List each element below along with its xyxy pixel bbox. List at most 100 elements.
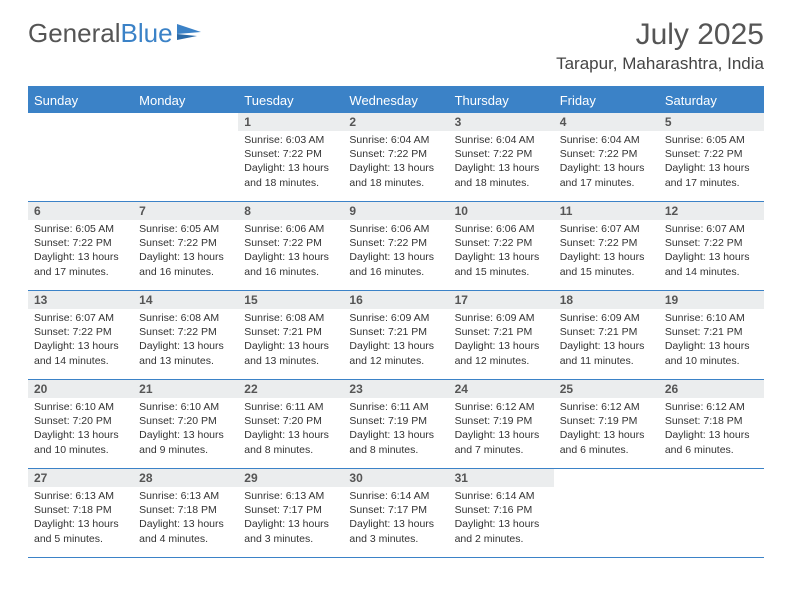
day-info: Sunrise: 6:07 AMSunset: 7:22 PMDaylight:… xyxy=(659,220,764,283)
sunrise: Sunrise: 6:10 AM xyxy=(665,311,758,325)
calendar: Sunday Monday Tuesday Wednesday Thursday… xyxy=(28,86,764,558)
week-row: 6Sunrise: 6:05 AMSunset: 7:22 PMDaylight… xyxy=(28,202,764,291)
sunset: Sunset: 7:21 PM xyxy=(349,325,442,339)
day-number: 19 xyxy=(659,291,764,309)
day-number xyxy=(659,469,764,487)
daylight: Daylight: 13 hours and 17 minutes. xyxy=(34,250,127,278)
daylight: Daylight: 13 hours and 8 minutes. xyxy=(244,428,337,456)
logo-text-2: Blue xyxy=(121,18,173,49)
day-info: Sunrise: 6:13 AMSunset: 7:17 PMDaylight:… xyxy=(238,487,343,550)
daylight: Daylight: 13 hours and 16 minutes. xyxy=(139,250,232,278)
daylight: Daylight: 13 hours and 7 minutes. xyxy=(455,428,548,456)
day-cell: 12Sunrise: 6:07 AMSunset: 7:22 PMDayligh… xyxy=(659,202,764,290)
day-number: 9 xyxy=(343,202,448,220)
day-info: Sunrise: 6:10 AMSunset: 7:21 PMDaylight:… xyxy=(659,309,764,372)
daylight: Daylight: 13 hours and 5 minutes. xyxy=(34,517,127,545)
day-cell: 1Sunrise: 6:03 AMSunset: 7:22 PMDaylight… xyxy=(238,113,343,201)
sunrise: Sunrise: 6:10 AM xyxy=(34,400,127,414)
daylight: Daylight: 13 hours and 13 minutes. xyxy=(139,339,232,367)
day-number: 23 xyxy=(343,380,448,398)
daylight: Daylight: 13 hours and 17 minutes. xyxy=(665,161,758,189)
day-number: 31 xyxy=(449,469,554,487)
daylight: Daylight: 13 hours and 9 minutes. xyxy=(139,428,232,456)
daylight: Daylight: 13 hours and 10 minutes. xyxy=(34,428,127,456)
dayname-tuesday: Tuesday xyxy=(238,88,343,113)
sunrise: Sunrise: 6:07 AM xyxy=(34,311,127,325)
day-info: Sunrise: 6:06 AMSunset: 7:22 PMDaylight:… xyxy=(449,220,554,283)
logo-text-1: General xyxy=(28,18,121,49)
day-cell: 9Sunrise: 6:06 AMSunset: 7:22 PMDaylight… xyxy=(343,202,448,290)
day-cell xyxy=(659,469,764,557)
day-number: 2 xyxy=(343,113,448,131)
sunset: Sunset: 7:22 PM xyxy=(665,147,758,161)
day-cell: 4Sunrise: 6:04 AMSunset: 7:22 PMDaylight… xyxy=(554,113,659,201)
daylight: Daylight: 13 hours and 11 minutes. xyxy=(560,339,653,367)
sunset: Sunset: 7:22 PM xyxy=(455,236,548,250)
day-cell: 25Sunrise: 6:12 AMSunset: 7:19 PMDayligh… xyxy=(554,380,659,468)
daylight: Daylight: 13 hours and 6 minutes. xyxy=(665,428,758,456)
daylight: Daylight: 13 hours and 15 minutes. xyxy=(455,250,548,278)
day-cell: 28Sunrise: 6:13 AMSunset: 7:18 PMDayligh… xyxy=(133,469,238,557)
day-number: 30 xyxy=(343,469,448,487)
sunset: Sunset: 7:22 PM xyxy=(665,236,758,250)
day-info: Sunrise: 6:12 AMSunset: 7:18 PMDaylight:… xyxy=(659,398,764,461)
sunrise: Sunrise: 6:12 AM xyxy=(665,400,758,414)
dayname-monday: Monday xyxy=(133,88,238,113)
sunrise: Sunrise: 6:14 AM xyxy=(455,489,548,503)
sunset: Sunset: 7:19 PM xyxy=(349,414,442,428)
day-info: Sunrise: 6:05 AMSunset: 7:22 PMDaylight:… xyxy=(28,220,133,283)
daylight: Daylight: 13 hours and 10 minutes. xyxy=(665,339,758,367)
day-info: Sunrise: 6:04 AMSunset: 7:22 PMDaylight:… xyxy=(554,131,659,194)
day-number: 10 xyxy=(449,202,554,220)
sunrise: Sunrise: 6:07 AM xyxy=(665,222,758,236)
day-headers: Sunday Monday Tuesday Wednesday Thursday… xyxy=(28,88,764,113)
day-info: Sunrise: 6:14 AMSunset: 7:17 PMDaylight:… xyxy=(343,487,448,550)
day-info: Sunrise: 6:06 AMSunset: 7:22 PMDaylight:… xyxy=(238,220,343,283)
daylight: Daylight: 13 hours and 15 minutes. xyxy=(560,250,653,278)
day-info: Sunrise: 6:09 AMSunset: 7:21 PMDaylight:… xyxy=(343,309,448,372)
sunset: Sunset: 7:19 PM xyxy=(560,414,653,428)
flag-icon xyxy=(177,18,201,49)
sunset: Sunset: 7:19 PM xyxy=(455,414,548,428)
day-number: 28 xyxy=(133,469,238,487)
sunset: Sunset: 7:22 PM xyxy=(349,147,442,161)
day-number xyxy=(133,113,238,131)
dayname-saturday: Saturday xyxy=(659,88,764,113)
sunset: Sunset: 7:22 PM xyxy=(34,236,127,250)
day-number: 20 xyxy=(28,380,133,398)
day-info: Sunrise: 6:10 AMSunset: 7:20 PMDaylight:… xyxy=(28,398,133,461)
day-info: Sunrise: 6:04 AMSunset: 7:22 PMDaylight:… xyxy=(343,131,448,194)
sunset: Sunset: 7:22 PM xyxy=(244,236,337,250)
daylight: Daylight: 13 hours and 3 minutes. xyxy=(349,517,442,545)
day-info: Sunrise: 6:10 AMSunset: 7:20 PMDaylight:… xyxy=(133,398,238,461)
sunset: Sunset: 7:22 PM xyxy=(560,236,653,250)
week-row: 27Sunrise: 6:13 AMSunset: 7:18 PMDayligh… xyxy=(28,469,764,558)
day-info: Sunrise: 6:14 AMSunset: 7:16 PMDaylight:… xyxy=(449,487,554,550)
day-cell: 16Sunrise: 6:09 AMSunset: 7:21 PMDayligh… xyxy=(343,291,448,379)
day-number: 25 xyxy=(554,380,659,398)
sunrise: Sunrise: 6:05 AM xyxy=(665,133,758,147)
sunset: Sunset: 7:22 PM xyxy=(560,147,653,161)
sunrise: Sunrise: 6:05 AM xyxy=(139,222,232,236)
day-info: Sunrise: 6:04 AMSunset: 7:22 PMDaylight:… xyxy=(449,131,554,194)
day-cell: 20Sunrise: 6:10 AMSunset: 7:20 PMDayligh… xyxy=(28,380,133,468)
daylight: Daylight: 13 hours and 12 minutes. xyxy=(349,339,442,367)
sunset: Sunset: 7:21 PM xyxy=(244,325,337,339)
sunset: Sunset: 7:20 PM xyxy=(244,414,337,428)
day-cell: 6Sunrise: 6:05 AMSunset: 7:22 PMDaylight… xyxy=(28,202,133,290)
sunset: Sunset: 7:22 PM xyxy=(139,325,232,339)
sunset: Sunset: 7:17 PM xyxy=(244,503,337,517)
sunrise: Sunrise: 6:10 AM xyxy=(139,400,232,414)
day-number: 15 xyxy=(238,291,343,309)
day-number: 27 xyxy=(28,469,133,487)
day-cell: 17Sunrise: 6:09 AMSunset: 7:21 PMDayligh… xyxy=(449,291,554,379)
sunrise: Sunrise: 6:06 AM xyxy=(455,222,548,236)
sunrise: Sunrise: 6:14 AM xyxy=(349,489,442,503)
day-cell: 7Sunrise: 6:05 AMSunset: 7:22 PMDaylight… xyxy=(133,202,238,290)
week-row: 20Sunrise: 6:10 AMSunset: 7:20 PMDayligh… xyxy=(28,380,764,469)
day-cell: 11Sunrise: 6:07 AMSunset: 7:22 PMDayligh… xyxy=(554,202,659,290)
day-cell: 14Sunrise: 6:08 AMSunset: 7:22 PMDayligh… xyxy=(133,291,238,379)
day-number: 3 xyxy=(449,113,554,131)
sunset: Sunset: 7:22 PM xyxy=(244,147,337,161)
week-row: 13Sunrise: 6:07 AMSunset: 7:22 PMDayligh… xyxy=(28,291,764,380)
